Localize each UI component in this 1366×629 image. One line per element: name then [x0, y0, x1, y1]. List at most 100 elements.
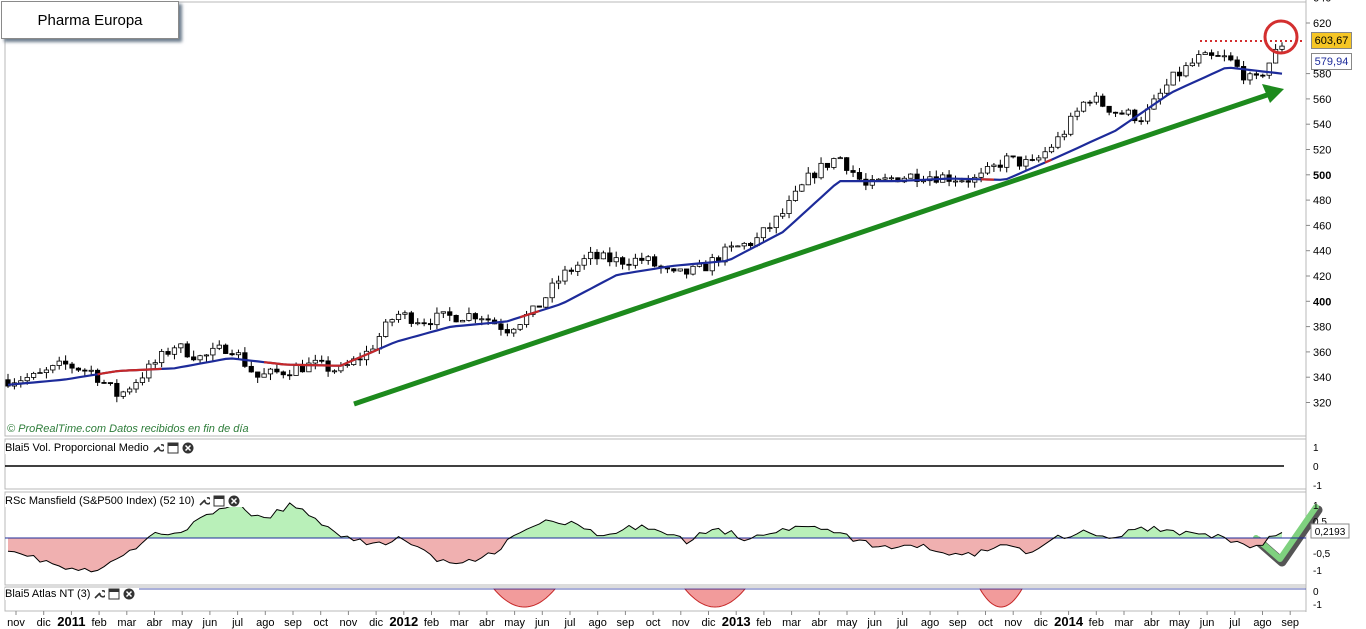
maximize-icon[interactable] — [213, 495, 225, 507]
candle-up — [1266, 62, 1272, 76]
candle-down — [1138, 120, 1144, 123]
candle-down — [997, 164, 1003, 168]
candle-up — [1202, 52, 1208, 55]
mansfield-value: 0,2193 — [1315, 527, 1346, 538]
month-label: feb — [756, 617, 771, 629]
candle-up — [991, 164, 997, 167]
candle-up — [139, 377, 146, 383]
candle-down — [472, 313, 478, 320]
candle-down — [1240, 66, 1247, 81]
month-label: abr — [479, 617, 495, 629]
candle-up — [543, 297, 549, 308]
candle-down — [95, 369, 101, 383]
candle-up — [1004, 155, 1010, 168]
close-icon[interactable] — [182, 442, 194, 454]
month-label: mar — [450, 617, 469, 629]
candle-down — [1208, 52, 1215, 56]
price-tick-label: 340 — [1313, 372, 1331, 384]
candle-up — [1080, 101, 1087, 112]
candle-up — [171, 347, 178, 355]
candle-up — [395, 313, 402, 320]
candle-down — [184, 343, 190, 358]
atlas-negative-area — [492, 588, 557, 608]
candle-down — [5, 379, 11, 387]
close-icon[interactable] — [228, 495, 240, 507]
candle-up — [780, 213, 786, 217]
month-label: dic — [369, 617, 384, 629]
candle-up — [120, 391, 126, 397]
candle-down — [69, 363, 75, 369]
atlas-tick-label: 0 — [1313, 587, 1319, 598]
candle-down — [652, 256, 658, 267]
month-label: jul — [563, 617, 575, 629]
pane-frame — [4, 1, 1307, 437]
close-icon[interactable] — [123, 588, 135, 600]
candle-up — [293, 365, 299, 376]
candle-up — [1279, 45, 1285, 50]
annotations — [353, 19, 1323, 567]
candle-up — [760, 227, 767, 239]
month-label: jul — [231, 617, 243, 629]
candle-down — [299, 365, 306, 373]
maximize-icon[interactable] — [167, 442, 179, 454]
candle-up — [645, 256, 651, 261]
atlas-panel-header: Blai5 Atlas NT (3) — [5, 588, 140, 600]
candle-up — [261, 373, 267, 378]
candle-up — [306, 362, 312, 373]
candle-up — [735, 245, 741, 248]
price-tick-label: 580 — [1313, 69, 1331, 81]
candle-down — [427, 323, 434, 326]
month-label: jun — [534, 617, 550, 629]
candle-up — [1196, 54, 1202, 64]
candle-down — [844, 157, 850, 171]
moving-average-weak-segment — [519, 309, 540, 319]
atlas-negative-area — [683, 588, 747, 608]
candle-up — [415, 322, 421, 325]
candle-up — [741, 242, 747, 247]
wrench-icon[interactable] — [198, 495, 210, 507]
volume-panel-header: Blai5 Vol. Proporcional Medio — [5, 442, 198, 454]
month-label: jun — [1199, 617, 1215, 629]
candle-up — [882, 177, 888, 180]
wrench-icon[interactable] — [152, 442, 164, 454]
moving-average-weak-segment — [1044, 158, 1052, 164]
candle-up — [466, 313, 472, 321]
month-label: sep — [284, 617, 302, 629]
candle-down — [447, 311, 453, 316]
candle-up — [1247, 73, 1253, 81]
mansfield-tick-label: -0,5 — [1313, 549, 1331, 560]
wrench-icon[interactable] — [93, 588, 106, 600]
mansfield-tick-label: 0,5 — [1313, 517, 1327, 528]
candle-down — [287, 374, 293, 377]
candle-up — [1164, 84, 1170, 94]
month-label: nov — [340, 617, 358, 629]
candle-up — [549, 282, 555, 299]
price-tick-label: 360 — [1313, 347, 1331, 359]
candle-down — [1106, 105, 1112, 113]
candle-down — [255, 371, 261, 378]
candle-down — [248, 365, 254, 373]
candle-down — [568, 269, 574, 272]
candle-down — [357, 358, 363, 361]
candle-up — [1125, 109, 1131, 115]
candle-down — [229, 353, 235, 356]
candle-down — [639, 257, 645, 261]
candle-up — [434, 312, 440, 326]
month-label: feb — [424, 617, 439, 629]
candle-up — [402, 312, 408, 315]
candle-up — [562, 269, 568, 282]
month-label: may — [172, 617, 193, 629]
moving-average-weak-segment — [97, 367, 162, 376]
candle-up — [869, 179, 875, 186]
month-label: ago — [256, 617, 274, 629]
month-label: mar — [117, 617, 136, 629]
maximize-icon[interactable] — [108, 588, 120, 600]
candle-up — [146, 363, 152, 379]
price-tick-label: 620 — [1313, 18, 1331, 30]
price-tick-label: 540 — [1313, 119, 1331, 131]
candle-down — [280, 371, 286, 376]
month-label: ago — [589, 617, 607, 629]
candle-down — [319, 359, 325, 362]
candle-up — [517, 324, 523, 330]
